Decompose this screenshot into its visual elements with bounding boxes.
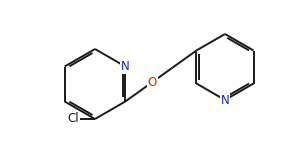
Text: Cl: Cl (67, 112, 79, 126)
Text: N: N (220, 93, 229, 107)
Text: O: O (148, 76, 157, 89)
Text: N: N (121, 60, 130, 73)
